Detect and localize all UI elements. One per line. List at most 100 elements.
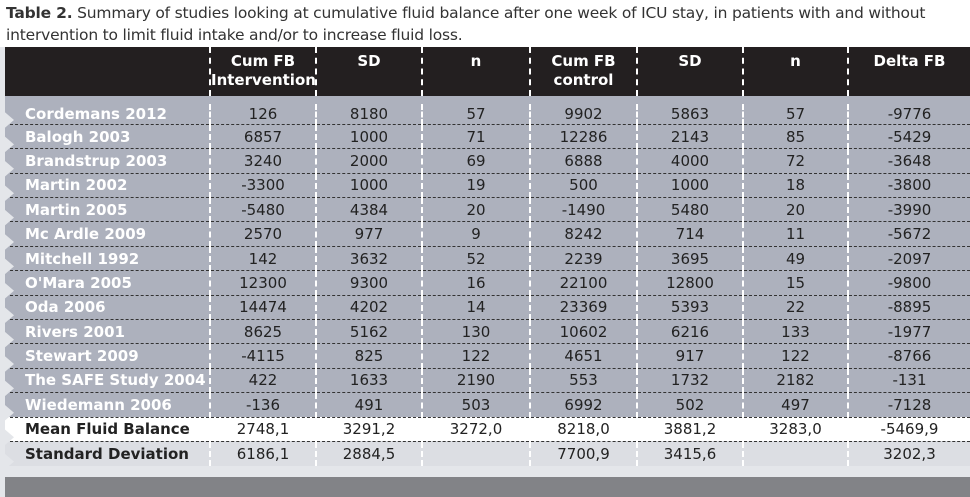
table-cell: 9902 <box>529 95 637 125</box>
table-cell: 1000 <box>315 124 422 150</box>
table-cell: 3283,0 <box>742 417 848 442</box>
table-cell: 20 <box>742 197 848 223</box>
table-cell: 500 <box>529 173 637 199</box>
table-cell: 7700,9 <box>529 441 637 466</box>
table-cell: 4000 <box>636 148 743 174</box>
table-cell: 4384 <box>315 197 422 223</box>
row-label: Stewart 2009 <box>5 343 210 369</box>
row-label: Mitchell 1992 <box>5 246 210 272</box>
table-cell: 977 <box>315 221 422 247</box>
table-cell: 8180 <box>315 95 422 125</box>
table-cell: 4202 <box>315 295 422 321</box>
table-cell: 22 <box>742 295 848 321</box>
table-cell: -1490 <box>529 197 637 223</box>
table-cell: -5469,9 <box>847 417 970 442</box>
table-cell: 18 <box>742 173 848 199</box>
table-cell: 130 <box>421 319 530 345</box>
row-label: Standard Deviation <box>5 441 210 466</box>
table-cell: 917 <box>636 343 743 369</box>
table-row: Oda 2006 14474 4202 14 23369 5393 22 -8895 <box>5 295 970 321</box>
table-cell: 3632 <box>315 246 422 272</box>
table-cell: 3415,6 <box>636 441 743 466</box>
table-cell: 6888 <box>529 148 637 174</box>
table-cell: 503 <box>421 392 530 418</box>
table-cell: 12286 <box>529 124 637 150</box>
table-row: Rivers 2001 8625 5162 130 10602 6216 133 -1977 <box>5 319 970 345</box>
table-cell: 2190 <box>421 368 530 394</box>
table-cell: 6186,1 <box>209 441 316 466</box>
table-cell: 2570 <box>209 221 316 247</box>
table-cell: -2097 <box>847 246 970 272</box>
column-header: SD <box>315 47 422 100</box>
row-label: Mc Ardle 2009 <box>5 221 210 247</box>
column-header: n <box>421 47 530 100</box>
table-cell: -8895 <box>847 295 970 321</box>
table-cell: 553 <box>529 368 637 394</box>
table-cell: 72 <box>742 148 848 174</box>
caption-text: Summary of studies looking at cumulative… <box>6 4 926 44</box>
table-cell: -7128 <box>847 392 970 418</box>
table-cell: -9800 <box>847 270 970 296</box>
header-row: Cum FB Intervention SD n Cum FB control SD n D… <box>5 47 970 100</box>
table-cell: 133 <box>742 319 848 345</box>
table-cell: 6992 <box>529 392 637 418</box>
table-cell: 16 <box>421 270 530 296</box>
table-cell: 8625 <box>209 319 316 345</box>
table-row: Mitchell 1992 142 3632 52 2239 3695 49 -2097 <box>5 246 970 272</box>
table-row: Cordemans 2012 126 8180 57 9902 5863 57 -9776 <box>5 95 970 125</box>
table-cell: -5429 <box>847 124 970 150</box>
table-cell: 6216 <box>636 319 743 345</box>
table-cell: -3300 <box>209 173 316 199</box>
table-cell: -136 <box>209 392 316 418</box>
table-cell: 19 <box>421 173 530 199</box>
table-cell: 85 <box>742 124 848 150</box>
table-cell: 12800 <box>636 270 743 296</box>
table-cell: -5672 <box>847 221 970 247</box>
column-header: SD <box>636 47 743 100</box>
table-cell: 1732 <box>636 368 743 394</box>
table-cell: -1977 <box>847 319 970 345</box>
mean-row: Mean Fluid Balance 2748,1 3291,2 3272,0 8218… <box>5 417 970 442</box>
table-caption: Table 2. Summary of studies looking at c… <box>6 2 966 46</box>
table-cell: 2748,1 <box>209 417 316 442</box>
studies-table: Cum FB Intervention SD n Cum FB control SD n D… <box>5 47 970 466</box>
table-cell: 1633 <box>315 368 422 394</box>
table-cell: 3291,2 <box>315 417 422 442</box>
table-cell: 502 <box>636 392 743 418</box>
table-cell: -8766 <box>847 343 970 369</box>
table-cell: 49 <box>742 246 848 272</box>
table-cell <box>421 441 530 466</box>
row-label: Brandstrup 2003 <box>5 148 210 174</box>
table-row: The SAFE Study 2004 422 1633 2190 553 1732 218… <box>5 368 970 394</box>
table-row: Wiedemann 2006 -136 491 503 6992 502 497 -7128 <box>5 392 970 418</box>
table-cell: 15 <box>742 270 848 296</box>
row-label: Rivers 2001 <box>5 319 210 345</box>
table-cell: 2000 <box>315 148 422 174</box>
table-cell: -9776 <box>847 95 970 125</box>
sd-row: Standard Deviation 6186,1 2884,5 7700,9 3415… <box>5 441 970 466</box>
table-cell: 8218,0 <box>529 417 637 442</box>
table-cell: -131 <box>847 368 970 394</box>
table-cell: 6857 <box>209 124 316 150</box>
table-row: Brandstrup 2003 3240 2000 69 6888 4000 72 -3648 <box>5 148 970 174</box>
table-cell: 5393 <box>636 295 743 321</box>
table-cell: 9300 <box>315 270 422 296</box>
table-cell: 5863 <box>636 95 743 125</box>
table-cell: 12300 <box>209 270 316 296</box>
table-cell: 491 <box>315 392 422 418</box>
table-row: Balogh 2003 6857 1000 71 12286 2143 85 -5429 <box>5 124 970 150</box>
table-cell: 2182 <box>742 368 848 394</box>
table-row: Stewart 2009 -4115 825 122 4651 917 122 -8766 <box>5 343 970 369</box>
table-cell: -3648 <box>847 148 970 174</box>
table-cell: 52 <box>421 246 530 272</box>
table-cell: 5480 <box>636 197 743 223</box>
table-cell: 4651 <box>529 343 637 369</box>
table-cell: 3202,3 <box>847 441 970 466</box>
row-label: Oda 2006 <box>5 295 210 321</box>
row-label: O'Mara 2005 <box>5 270 210 296</box>
table-cell: 1000 <box>315 173 422 199</box>
table-cell: 2239 <box>529 246 637 272</box>
table-row: Mc Ardle 2009 2570 977 9 8242 714 11 -5672 <box>5 221 970 247</box>
table-cell: 5162 <box>315 319 422 345</box>
table-cell: -4115 <box>209 343 316 369</box>
